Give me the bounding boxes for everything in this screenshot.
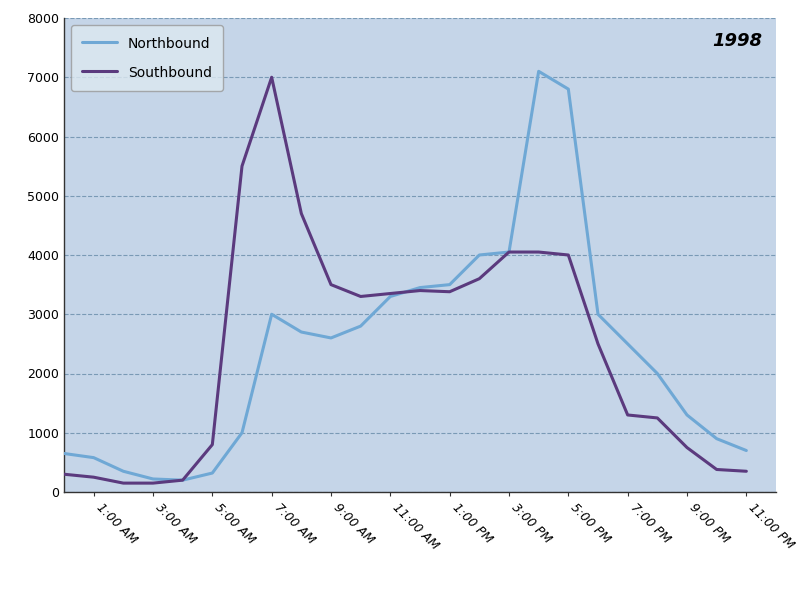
Southbound	[178, 476, 187, 484]
Northbound	[445, 281, 454, 288]
Southbound	[326, 281, 336, 288]
Southbound	[682, 444, 692, 451]
Southbound	[297, 210, 306, 217]
Southbound	[356, 293, 366, 300]
Line: Northbound: Northbound	[64, 71, 746, 480]
Northbound	[386, 293, 395, 300]
Southbound	[534, 248, 543, 256]
Southbound	[445, 288, 454, 295]
Legend: Northbound, Southbound: Northbound, Southbound	[71, 25, 223, 91]
Northbound	[742, 447, 751, 454]
Southbound	[59, 470, 69, 478]
Southbound	[386, 290, 395, 297]
Northbound	[59, 450, 69, 457]
Northbound	[267, 311, 277, 318]
Northbound	[623, 340, 633, 347]
Northbound	[297, 328, 306, 335]
Southbound	[563, 251, 573, 259]
Northbound	[474, 251, 484, 259]
Northbound	[148, 475, 158, 482]
Northbound	[563, 85, 573, 92]
Southbound	[267, 74, 277, 81]
Northbound	[415, 284, 425, 291]
Southbound	[504, 248, 514, 256]
Northbound	[326, 334, 336, 341]
Line: Southbound: Southbound	[64, 77, 746, 483]
Northbound	[682, 412, 692, 419]
Northbound	[712, 435, 722, 442]
Text: 1998: 1998	[712, 32, 762, 50]
Southbound	[118, 479, 128, 487]
Northbound	[207, 469, 217, 476]
Northbound	[178, 476, 187, 484]
Northbound	[653, 370, 662, 377]
Northbound	[534, 68, 543, 75]
Northbound	[89, 454, 98, 461]
Southbound	[653, 415, 662, 422]
Northbound	[237, 429, 246, 436]
Northbound	[356, 323, 366, 330]
Southbound	[89, 473, 98, 481]
Southbound	[207, 441, 217, 448]
Southbound	[415, 287, 425, 294]
Southbound	[623, 412, 633, 419]
Northbound	[118, 467, 128, 475]
Southbound	[148, 479, 158, 487]
Southbound	[594, 340, 603, 347]
Northbound	[594, 311, 603, 318]
Southbound	[742, 467, 751, 475]
Northbound	[504, 248, 514, 256]
Southbound	[712, 466, 722, 473]
Southbound	[474, 275, 484, 282]
Southbound	[237, 163, 246, 170]
